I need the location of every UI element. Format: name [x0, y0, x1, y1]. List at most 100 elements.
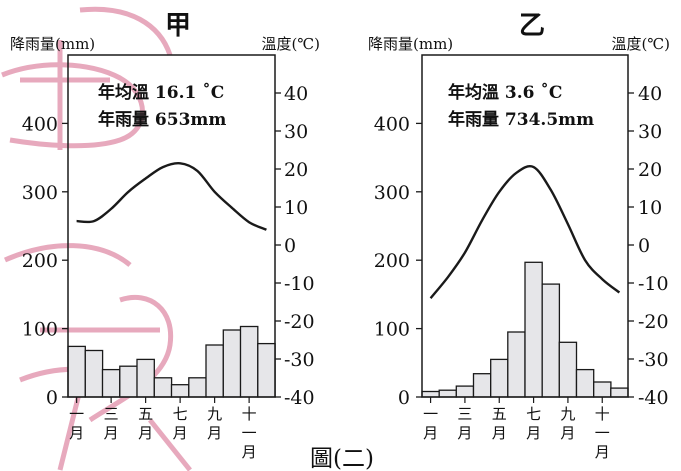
month-tick-char: 七 — [526, 405, 541, 423]
month-tick-char: 十 — [595, 405, 610, 423]
temp-tick-label: 30 — [284, 121, 308, 143]
precip-bar — [205, 344, 224, 398]
month-tick-char: 五 — [492, 405, 507, 423]
precip-bar — [507, 331, 526, 398]
precip-tick-label: 100 — [374, 319, 410, 341]
precip-bar — [222, 329, 242, 398]
month-tick-char: 五 — [138, 405, 153, 423]
month-tick-label: 五月 — [138, 405, 153, 442]
precip-bar — [472, 373, 492, 398]
month-tick-char: 月 — [69, 424, 84, 442]
temp-tick-label: 40 — [638, 83, 662, 105]
month-tick-char: 月 — [457, 424, 472, 442]
watermark-stroke — [88, 294, 174, 423]
temp-tick-label: -30 — [284, 349, 315, 371]
precip-bar — [188, 377, 207, 398]
temperature-line — [76, 161, 267, 231]
temp-tick-label: -10 — [284, 273, 315, 295]
precip-bar — [101, 368, 121, 398]
precip-bar — [170, 384, 190, 398]
month-tick-char: 一 — [69, 405, 84, 423]
watermark-logo — [1, 6, 192, 471]
month-tick-char: 一 — [242, 424, 257, 442]
month-tick-char: 十 — [242, 405, 257, 423]
precip-bar — [421, 390, 440, 398]
temp-axis-label: 溫度(℃) — [262, 35, 320, 53]
watermark-stroke — [148, 418, 192, 471]
temp-tick-label: -20 — [638, 311, 669, 333]
month-tick-label: 十一月 — [595, 405, 610, 461]
month-tick-label: 三月 — [104, 405, 119, 442]
precip-tick-label: 400 — [374, 113, 410, 135]
precip-bar — [610, 387, 629, 398]
month-tick-label: 十一月 — [242, 405, 257, 461]
temp-tick-label: 20 — [284, 159, 308, 181]
month-tick-char: 一 — [595, 424, 610, 442]
month-tick-label: 七月 — [526, 405, 541, 442]
chart-title: 甲 — [165, 11, 191, 41]
chart-panel-yi: 0100200300400403020100-10-20-30-40一月三月五月… — [368, 11, 670, 461]
temp-tick-label: 0 — [638, 235, 650, 257]
temp-tick-label: 10 — [284, 197, 308, 219]
temperature-line — [429, 165, 621, 299]
month-tick-label: 一月 — [69, 405, 84, 442]
precip-tick-label: 0 — [398, 387, 410, 409]
precip-tick-label: 400 — [22, 113, 58, 135]
temp-tick-label: -40 — [638, 387, 669, 409]
precip-tick-label: 200 — [22, 250, 58, 272]
precip-tick-label: 200 — [374, 250, 410, 272]
precip-axis-label: 降雨量(mm) — [10, 35, 95, 53]
temp-tick-label: -30 — [638, 349, 669, 371]
month-tick-char: 月 — [423, 424, 438, 442]
temp-tick-label: 0 — [284, 235, 296, 257]
month-tick-char: 三 — [457, 405, 472, 423]
watermark-stroke — [3, 243, 132, 267]
precip-bar — [153, 377, 173, 398]
month-tick-char: 九 — [560, 405, 575, 423]
precip-bar — [239, 325, 259, 398]
month-tick-label: 一月 — [423, 405, 438, 442]
temp-tick-label: -10 — [638, 273, 669, 295]
figure-caption: 圖(二) — [310, 446, 374, 471]
watermark-stroke — [79, 6, 173, 56]
temp-axis-label: 溫度(℃) — [612, 35, 670, 53]
precip-bar — [575, 368, 595, 398]
month-tick-label: 七月 — [173, 405, 188, 442]
month-tick-char: 月 — [207, 424, 222, 442]
month-tick-char: 月 — [138, 424, 153, 442]
precip-bar — [541, 283, 561, 398]
precip-tick-label: 0 — [46, 387, 58, 409]
precip-bar — [67, 345, 86, 398]
temp-tick-label: -20 — [284, 311, 315, 333]
temp-tick-label: 10 — [638, 197, 662, 219]
annotation-text: 年雨量 734.5mm — [448, 109, 594, 130]
precip-bar — [593, 381, 612, 398]
precip-bar — [136, 358, 155, 398]
temp-tick-label: 40 — [284, 83, 308, 105]
precip-axis-label: 降雨量(mm) — [368, 35, 453, 53]
precip-bar — [490, 358, 509, 398]
annotation-text: 年均溫 3.6 ˚C — [448, 82, 562, 103]
precip-tick-label: 300 — [374, 182, 410, 204]
month-tick-char: 月 — [526, 424, 541, 442]
precip-bar — [524, 261, 543, 398]
month-tick-char: 一 — [423, 405, 438, 423]
month-tick-label: 五月 — [492, 405, 507, 442]
annotation-text: 年雨量 653mm — [98, 109, 226, 130]
month-tick-char: 月 — [173, 424, 188, 442]
temp-tick-label: 30 — [638, 121, 662, 143]
precip-bar — [84, 349, 104, 398]
plot-frame — [67, 54, 276, 398]
month-tick-label: 九月 — [207, 405, 222, 442]
month-tick-char: 三 — [104, 405, 119, 423]
precip-bar — [455, 385, 475, 398]
temp-tick-label: -40 — [284, 387, 315, 409]
precip-bar — [257, 342, 276, 398]
chart-title: 乙 — [519, 11, 545, 41]
plot-frame — [421, 54, 629, 398]
precip-tick-label: 100 — [22, 319, 58, 341]
chart-panel-jia: 0100200300400403020100-10-20-30-40一月三月五月… — [10, 11, 320, 461]
month-tick-char: 七 — [173, 405, 188, 423]
month-tick-label: 三月 — [457, 405, 472, 442]
